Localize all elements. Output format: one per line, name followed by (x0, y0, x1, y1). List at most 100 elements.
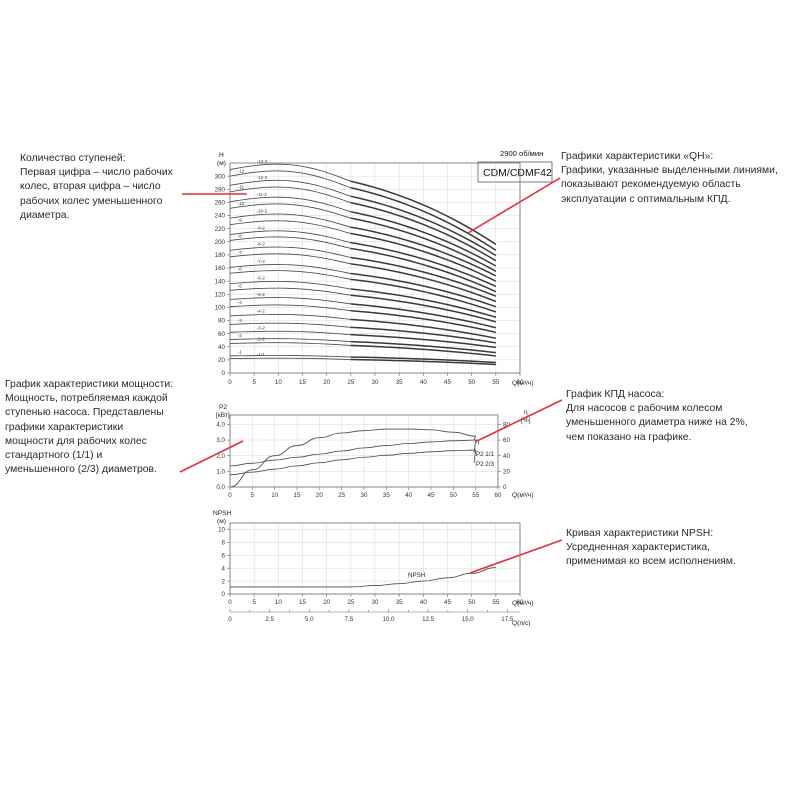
power-x-tick-label: 20 (316, 492, 323, 499)
pointer-qh (467, 177, 561, 234)
qh-curve-label: -2 (238, 333, 243, 338)
qh-curve-label: -3-2 (257, 325, 266, 330)
qh-y-tick-label: 220 (215, 226, 226, 233)
npsh-y-tick-label: 4 (222, 565, 226, 572)
qh-curve-recommended (350, 358, 496, 366)
qh-curve-label: -9 (238, 217, 243, 222)
power-x-tick-label: 40 (405, 492, 412, 499)
qh-y-axis-ticks: 0 20 40 60 80 100 120 140 160 180 200 220 240 260 280 3… (215, 173, 230, 377)
npsh-curve (230, 567, 496, 588)
secondary-axis-tick-label: 2.5 (265, 616, 274, 623)
qh-curve-recommended (350, 303, 497, 329)
npsh-gridlines (229, 523, 521, 595)
qh-chart: -1-1-1-2-2-2-3-2-3-4-2-4-5-2-5-6-2-6-7-2… (215, 152, 534, 387)
npsh-x-tick-label: 20 (323, 599, 330, 606)
npsh-y-axis-label: NPSH (213, 510, 232, 517)
qh-curve-recommended (350, 263, 497, 303)
annotation-power-line-5: уменьшенного (2/3) диаметров. (5, 464, 157, 476)
qh-curve-label: -7 (238, 250, 243, 255)
qh-x-tick-label: 0 (228, 379, 232, 386)
power-x-tick-label: 25 (338, 492, 345, 499)
qh-curve-label: -8-2 (257, 242, 266, 247)
annotation-power-line-0: Мощность, потребляемая каждой (5, 393, 168, 405)
npsh-x-tick-label: 0 (228, 599, 232, 606)
qh-x-axis-ticks: 0 5 10 15 20 25 30 35 40 45 50 55 60 (228, 373, 524, 386)
annotation-stages-line-2: рабочих колес уменьшенного (20, 195, 163, 207)
qh-curve (229, 322, 496, 344)
power-x-tick-label: 30 (361, 492, 368, 499)
pointer-lines (179, 177, 563, 574)
qh-x-tick-label: 35 (396, 379, 403, 386)
power-y-axis-label: P2 (219, 404, 227, 411)
secondary-flow-axis: 0 2.5 5.0 7.5 10.0 12.5 15.0 17.5 Q(л/с) (228, 609, 531, 627)
model-label: CDM/CDMF42 (483, 167, 552, 179)
qh-y-tick-label: 0 (222, 370, 226, 377)
npsh-x-axis-label: Q(м³/ч) (512, 600, 534, 607)
power-curve (229, 428, 476, 488)
secondary-axis-tick-label: 0 (228, 616, 232, 623)
annotation-qh: Графики характеристики «QH»: Графики, ук… (561, 150, 799, 207)
qh-curve-label: -12-2 (257, 175, 268, 180)
annotation-efficiency-line-2: чем показано на графике. (566, 431, 692, 443)
annotation-power-line-3: мощности для рабочих колес (5, 435, 147, 447)
secondary-axis-tick-label: 10.0 (382, 616, 395, 623)
qh-curve-label: -8 (238, 233, 243, 238)
qh-curve-recommended (350, 340, 496, 354)
qh-y-tick-label: 40 (218, 344, 225, 351)
qh-curve-recommended (350, 356, 496, 364)
qh-curve-label: -4 (238, 300, 243, 305)
qh-curve-label: -1 (238, 350, 243, 355)
npsh-x-tick-label: 60 (517, 599, 524, 606)
npsh-x-tick-label: 35 (396, 599, 403, 606)
qh-curve-label: -10-2 (257, 209, 268, 214)
qh-x-tick-label: 50 (468, 379, 475, 386)
qh-curve-recommended (350, 217, 497, 272)
qh-curve-recommended (350, 288, 497, 318)
power-series-label: P2 2/3 (476, 461, 494, 468)
annotation-efficiency-title: График КПД насоса: (566, 389, 665, 400)
qh-curve-label: -3 (238, 318, 243, 323)
efficiency-y-axis-ticks: 0 20 40 60 80 (498, 422, 510, 491)
npsh-x-tick-label: 45 (444, 599, 451, 606)
secondary-axis-tick-label: 12.5 (422, 616, 435, 623)
power-x-tick-label: 10 (271, 492, 278, 499)
npsh-x-tick-label: 50 (468, 599, 475, 606)
annotation-power-title: График характеристики мощности: (5, 379, 174, 390)
power-x-tick-label: 60 (495, 492, 502, 499)
power-x-tick-label: 45 (428, 492, 435, 499)
qh-curve-label: -1-1 (257, 352, 266, 357)
qh-y-tick-label: 240 (215, 213, 226, 220)
qh-curve-recommended (350, 195, 497, 257)
annotation-qh-title: Графики характеристики «QH»: (561, 151, 714, 162)
qh-x-tick-label: 60 (517, 379, 524, 386)
qh-curve-label: -6-2 (257, 276, 266, 281)
npsh-x-axis-ticks: 0 5 10 15 20 25 30 35 40 45 50 55 60 (228, 594, 524, 606)
secondary-axis-tick-label: 7.5 (345, 616, 354, 623)
power-leader-line (473, 435, 477, 441)
qh-y-tick-label: 260 (215, 200, 226, 207)
qh-y-tick-label: 20 (218, 357, 225, 364)
npsh-x-tick-label: 15 (299, 599, 306, 606)
power-x-axis-ticks: 0 5 10 15 20 25 30 35 40 45 50 55 60 (228, 487, 502, 499)
annotation-stages-line-3: диаметра. (20, 209, 70, 221)
secondary-axis-tick-label: 17.5 (501, 616, 514, 623)
qh-y-tick-label: 200 (215, 239, 226, 246)
annotation-qh-line-2: эксплуатации с оптимальным КПД. (561, 193, 731, 205)
qh-curve-label: -10 (238, 201, 245, 206)
header-speed-label: 2900 об/мин (500, 149, 543, 158)
power-series-labels: η P2 1/1 P2 2/3 (473, 435, 494, 468)
qh-curve-label: -4-2 (257, 309, 266, 314)
qh-curve-recommended (350, 278, 497, 313)
secondary-axis-tick-label: 5.0 (305, 616, 314, 623)
npsh-y-tick-label: 8 (222, 540, 226, 547)
qh-curve (229, 342, 496, 357)
power-efficiency-chart: η P2 1/1 P2 2/3 0 5 10 15 20 25 30 35 40 45 50 55 60 0… (216, 404, 534, 499)
power-series-label: η (476, 438, 480, 445)
npsh-chart: NPSH 0 5 10 15 20 25 30 35 40 45 50 55 60 0 2 4 6 8 10 NP… (213, 510, 534, 607)
qh-curve-recommended (350, 241, 497, 288)
qh-y-tick-label: 300 (215, 173, 226, 180)
npsh-x-tick-label: 25 (347, 599, 354, 606)
power-x-tick-label: 0 (228, 492, 232, 499)
power-series-label: P2 1/1 (476, 451, 494, 458)
model-box (477, 161, 553, 183)
